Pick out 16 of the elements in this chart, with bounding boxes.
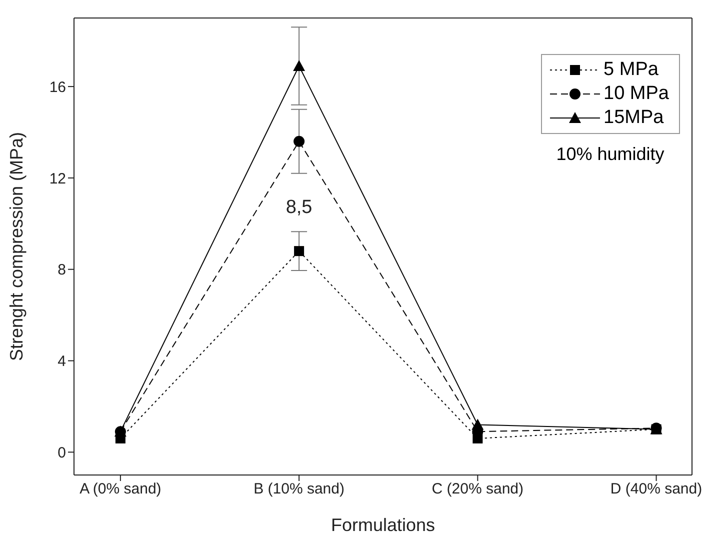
y-tick-label: 12 (49, 170, 66, 188)
legend-label: 5 MPa (604, 58, 658, 82)
y-axis-title: Strenght compression (MPa) (6, 132, 26, 362)
annotation: 8,5 (286, 197, 312, 218)
x-tick-label: A (0% sand) (80, 480, 162, 498)
y-tick-label: 8 (58, 262, 66, 279)
x-tick-label: C (20% sand) (432, 480, 524, 498)
y-tick-label: 0 (58, 444, 66, 462)
x-axis-title: Formulations (330, 515, 436, 535)
legend-label: 10 MPa (604, 82, 669, 106)
y-tick-label: 16 (49, 78, 66, 96)
x-tick-label: B (10% sand) (254, 480, 344, 498)
y-tick-label: 4 (58, 353, 66, 370)
x-tick-label: D (40% sand) (610, 480, 702, 498)
legend-label: 15MPa (604, 106, 664, 130)
annotation: 10% humidity (555, 144, 666, 165)
